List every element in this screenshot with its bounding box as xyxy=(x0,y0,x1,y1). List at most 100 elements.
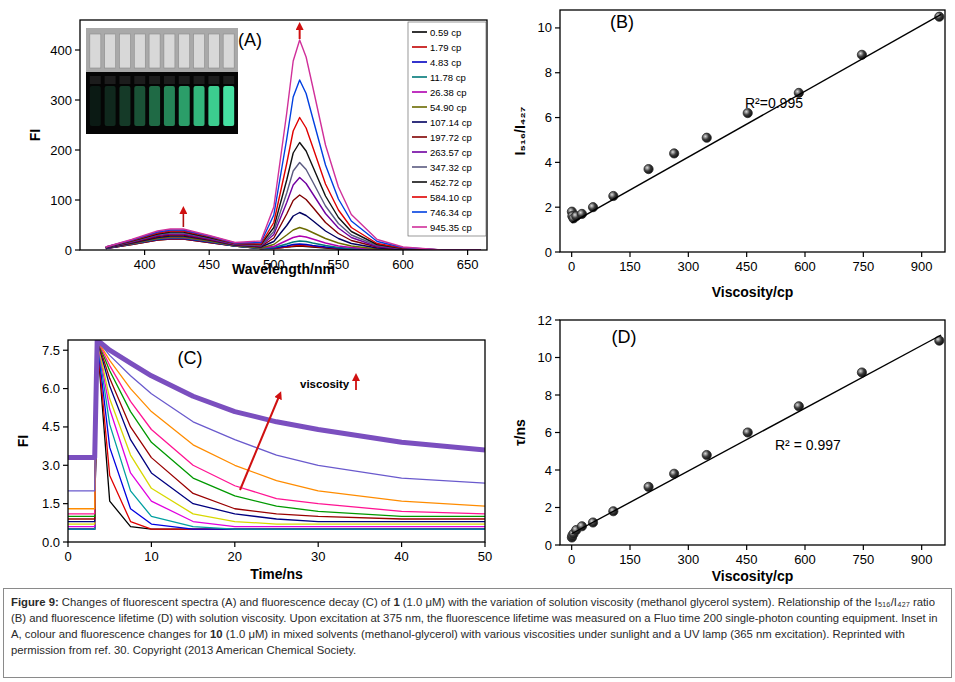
vial xyxy=(208,34,219,68)
line-series xyxy=(68,340,485,514)
y-tick xyxy=(555,394,560,395)
y-tick xyxy=(555,507,560,508)
y-tick xyxy=(555,544,560,545)
line-series xyxy=(68,340,485,516)
vial xyxy=(90,34,101,68)
plot-frame xyxy=(80,20,487,250)
vial-cap xyxy=(208,76,219,84)
legend-entry: 54.90 cp xyxy=(430,102,466,113)
y-tick-label: 4 xyxy=(545,155,552,170)
legend-entry: 263.57 cp xyxy=(430,147,472,158)
y-tick xyxy=(63,426,68,427)
legend-entry: 197.72 cp xyxy=(430,132,472,143)
vial-glow xyxy=(223,86,234,126)
caption: Figure 9: Changes of fluorescent spectra… xyxy=(3,588,952,678)
caption-text: 1 xyxy=(393,596,399,608)
x-tick-label: 30 xyxy=(311,549,325,564)
y-tick xyxy=(75,99,80,100)
x-tick-label: 50 xyxy=(478,549,492,564)
x-tick xyxy=(234,542,235,547)
legend-entry: 945.35 cp xyxy=(430,222,472,233)
plot-frame xyxy=(560,320,945,545)
line-series xyxy=(68,340,485,519)
x-tick xyxy=(746,252,747,257)
y-tick xyxy=(75,199,80,200)
x-tick xyxy=(688,545,689,550)
y-tick-label: 200 xyxy=(50,143,72,158)
panel-label: (C) xyxy=(178,348,203,368)
legend-entry: 347.32 cp xyxy=(430,162,472,173)
y-tick-label: 300 xyxy=(50,93,72,108)
y-tick xyxy=(555,251,560,252)
y-tick-label: 8 xyxy=(545,388,552,403)
y-tick xyxy=(63,503,68,504)
inset-uv xyxy=(86,72,238,134)
legend-swatch xyxy=(412,76,427,78)
panel: 4004505005506006500100200300400(A)Wavele… xyxy=(27,20,487,277)
legend-swatch xyxy=(412,226,427,228)
y-tick-label: 10 xyxy=(538,20,552,35)
figure: 4004505005506006500100200300400(A)Wavele… xyxy=(0,0,955,682)
y-axis-label: FI xyxy=(15,435,31,447)
legend-entry: 584.10 cp xyxy=(430,192,472,203)
y-tick xyxy=(63,465,68,466)
x-tick-label: 600 xyxy=(794,552,816,567)
vial-glow xyxy=(208,86,219,126)
x-tick-label: 150 xyxy=(619,552,641,567)
y-tick xyxy=(555,319,560,320)
x-tick xyxy=(629,545,630,550)
legend-entry: 1.79 cp xyxy=(430,42,461,53)
panel-label: (B) xyxy=(610,12,634,32)
legend-swatch xyxy=(412,151,427,153)
y-tick-label: 7.5 xyxy=(42,343,60,358)
x-tick-label: 600 xyxy=(794,259,816,274)
x-tick xyxy=(921,252,922,257)
x-tick xyxy=(804,545,805,550)
x-tick xyxy=(467,250,468,255)
x-tick xyxy=(402,250,403,255)
y-tick xyxy=(555,357,560,358)
legend-swatch xyxy=(412,46,427,48)
y-axis-label: I₅₁₆/I₄₂₇ xyxy=(512,107,528,156)
vial-cap xyxy=(194,76,205,84)
x-tick xyxy=(688,252,689,257)
y-tick-label: 2 xyxy=(545,500,552,515)
x-tick-label: 900 xyxy=(911,259,933,274)
panel-label: (D) xyxy=(612,327,637,347)
x-tick-label: 10 xyxy=(144,549,158,564)
x-tick-label: 450 xyxy=(736,552,758,567)
y-tick-label: 2 xyxy=(545,200,552,215)
caption-text: Figure 9: xyxy=(11,596,59,608)
legend-entry: 0.59 cp xyxy=(430,27,461,38)
legend-swatch xyxy=(412,31,427,33)
legend-swatch xyxy=(412,136,427,138)
y-tick-label: 6 xyxy=(545,425,552,440)
y-tick xyxy=(555,27,560,28)
vial-cap xyxy=(149,76,160,84)
vial-cap xyxy=(105,76,116,84)
line-series xyxy=(68,340,485,509)
x-tick xyxy=(863,545,864,550)
legend-swatch xyxy=(412,106,427,108)
y-tick-label: 0 xyxy=(65,243,72,258)
vial xyxy=(194,34,205,68)
vial-cap xyxy=(223,76,234,84)
x-tick-label: 20 xyxy=(228,549,242,564)
x-tick-label: 400 xyxy=(134,257,156,272)
line-series xyxy=(68,340,485,522)
vial-glow xyxy=(179,86,190,126)
y-tick-label: 4.5 xyxy=(42,419,60,434)
plot-area xyxy=(567,335,944,542)
line-series xyxy=(68,340,485,524)
trend-arrow xyxy=(355,376,357,390)
y-tick xyxy=(555,432,560,433)
y-tick-label: 3.0 xyxy=(42,458,60,473)
legend-box xyxy=(408,22,486,236)
vial xyxy=(134,34,145,68)
line-series xyxy=(68,340,485,529)
scatter-point xyxy=(644,164,653,173)
y-tick-label: 0.0 xyxy=(42,535,60,550)
vial xyxy=(105,34,116,68)
annotation: R² = 0.997 xyxy=(775,437,841,453)
vial xyxy=(164,34,175,68)
